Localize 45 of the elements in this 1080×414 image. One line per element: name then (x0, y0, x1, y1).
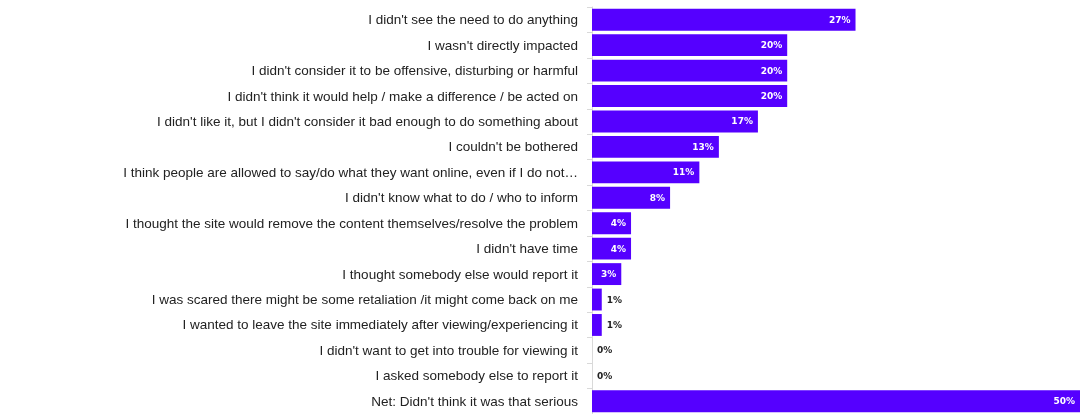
bar (592, 85, 788, 107)
data-label: 4% (610, 218, 627, 229)
bar (592, 59, 788, 82)
bar (592, 110, 758, 133)
data-label: 3% (601, 269, 617, 280)
bar (592, 390, 1080, 413)
data-label: 20% (760, 40, 783, 51)
bar (592, 135, 719, 158)
data-label: 50% (1053, 396, 1075, 407)
y-tick-label: I couldn't be bothered (448, 139, 578, 155)
bar (592, 186, 671, 209)
bar (592, 288, 602, 311)
data-label: 11% (672, 167, 695, 178)
y-tick-label: Net: Didn't think it was that serious (371, 393, 579, 409)
data-label: 4% (610, 243, 627, 254)
y-tick-label: I didn't know what to do / who to inform (345, 190, 578, 206)
y-tick-label: I think people are allowed to say/do what they want online, even if I do not… (123, 164, 578, 180)
data-label: 1% (606, 294, 623, 305)
data-label: 20% (760, 65, 783, 76)
y-tick-label: I asked somebody else to report it (375, 368, 579, 384)
bar (592, 314, 602, 336)
y-tick-label: I didn't like it, but I didn't consider it bad enough to do something about (157, 113, 579, 129)
bar (592, 237, 632, 260)
data-label: 0% (597, 370, 613, 381)
data-label: 13% (692, 141, 714, 152)
y-tick-label: I didn't see the need to do anything (368, 12, 578, 28)
data-label: 17% (731, 116, 753, 127)
y-tick-label: I didn't think it would help / make a difference / be acted on (227, 88, 578, 104)
y-tick-label: I thought the site would remove the content themselves/resolve the problem (125, 215, 578, 231)
bar (592, 34, 788, 57)
y-tick-label: I didn't want to get into trouble for viewing it (319, 342, 579, 358)
data-label: 8% (649, 192, 666, 203)
y-tick-label: I thought somebody else would report it (342, 266, 579, 282)
bar (592, 212, 632, 235)
y-tick-label: I wasn't directly impacted (427, 37, 578, 53)
bar (592, 161, 700, 184)
bar (592, 8, 856, 31)
data-label: 0% (597, 345, 613, 356)
data-label: 1% (606, 319, 623, 330)
y-tick-label: I was scared there might be some retaliation /it might come back on me (151, 292, 578, 308)
data-label: 27% (828, 14, 851, 25)
y-tick-label: I didn't consider it to be offensive, disturbing or harmful (251, 63, 578, 79)
data-label: 20% (760, 91, 783, 102)
y-tick-label: I didn't have time (476, 241, 578, 257)
y-tick-label: I wanted to leave the site immediately after viewing/experiencing it (182, 317, 579, 333)
